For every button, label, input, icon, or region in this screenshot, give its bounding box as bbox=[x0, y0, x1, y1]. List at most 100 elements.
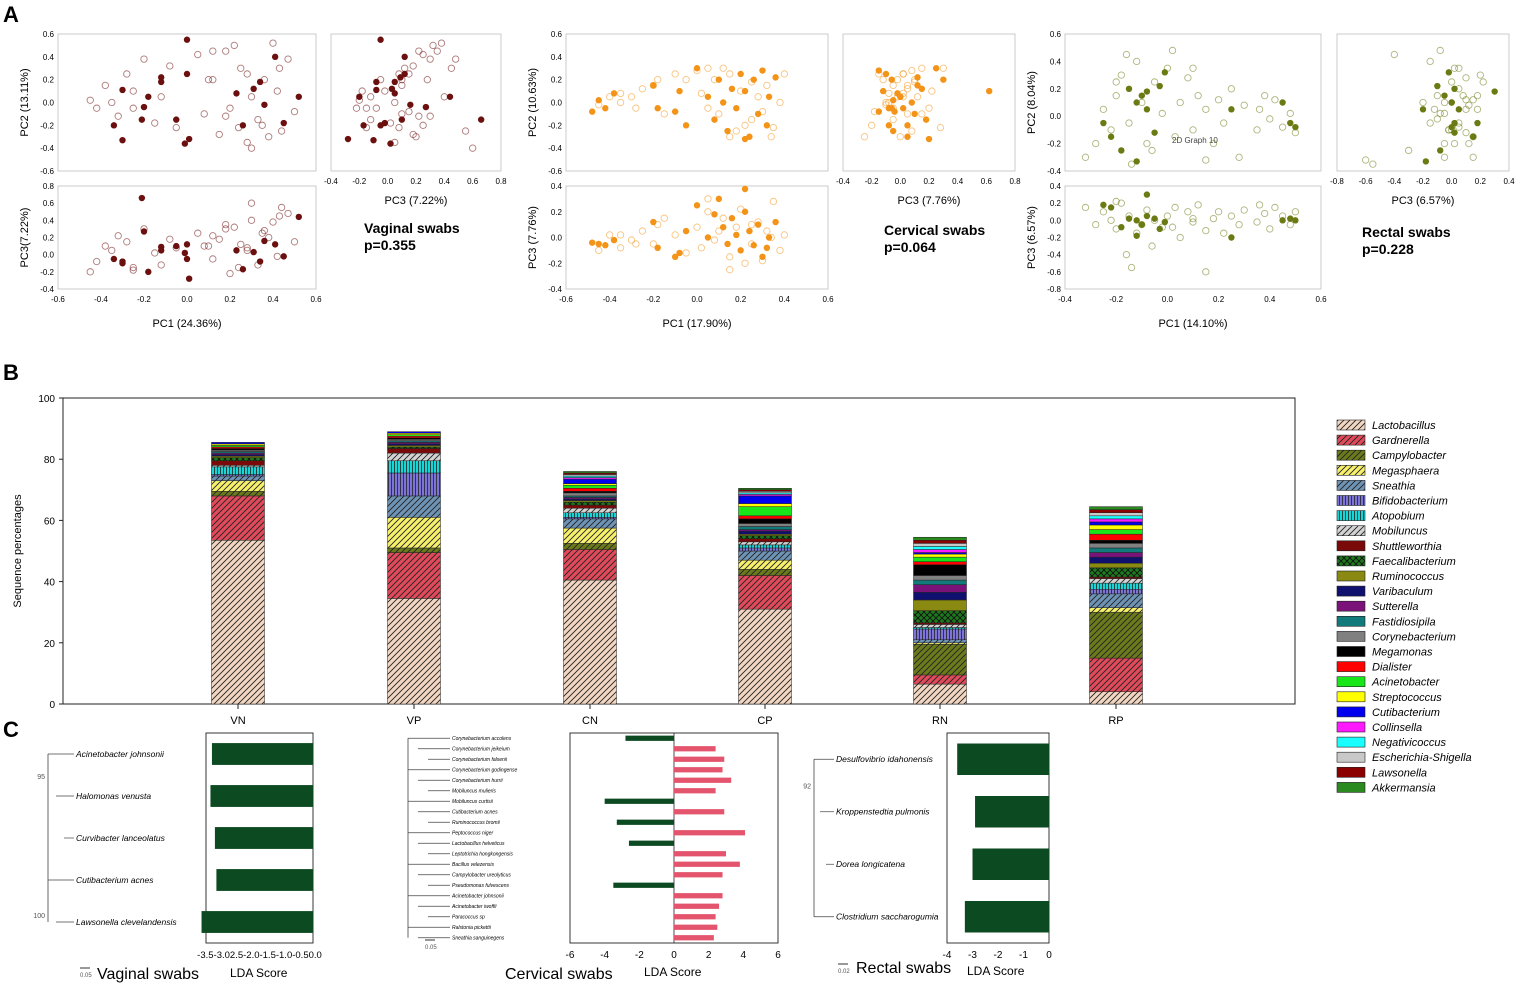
point-filled bbox=[119, 136, 126, 144]
bar-segment bbox=[1089, 657, 1143, 693]
point-hollow bbox=[114, 232, 122, 240]
point-hollow bbox=[1112, 92, 1120, 100]
legend-swatch bbox=[1336, 766, 1366, 778]
legend-swatch bbox=[1336, 600, 1366, 612]
point-hollow bbox=[780, 70, 788, 78]
bar-segment bbox=[1089, 691, 1143, 705]
point-hollow bbox=[1081, 153, 1090, 161]
point-hollow bbox=[391, 98, 399, 107]
point-filled bbox=[256, 258, 264, 265]
bar-segment bbox=[387, 431, 441, 434]
bar-segment bbox=[738, 535, 792, 540]
y-tick-label: 0.2 bbox=[1050, 85, 1062, 94]
lda-bar bbox=[674, 903, 720, 909]
point-filled bbox=[422, 103, 430, 111]
legend-swatch bbox=[1336, 615, 1366, 627]
point-filled bbox=[280, 119, 287, 127]
point-hollow bbox=[1127, 263, 1136, 272]
point-hollow bbox=[108, 98, 116, 107]
point-filled bbox=[1419, 106, 1427, 113]
point-hollow bbox=[1158, 109, 1166, 118]
point-hollow bbox=[1455, 64, 1463, 72]
point-hollow bbox=[882, 98, 890, 107]
point-hollow bbox=[1473, 92, 1482, 100]
point-filled bbox=[373, 78, 380, 86]
y-tick-label: 0.2 bbox=[551, 76, 563, 85]
point-hollow bbox=[1122, 251, 1131, 259]
plot-frame bbox=[62, 397, 1296, 705]
taxon-label: Mobiluncus mulieris bbox=[452, 788, 496, 794]
point-filled bbox=[720, 99, 727, 106]
lda-bar bbox=[975, 796, 1049, 828]
y-tick-label: -0.4 bbox=[40, 285, 54, 294]
point-filled bbox=[711, 211, 718, 218]
point-filled bbox=[1448, 123, 1455, 131]
point-hollow bbox=[1433, 92, 1441, 100]
point-filled bbox=[763, 122, 771, 129]
bar-segment bbox=[738, 547, 792, 552]
point-filled bbox=[765, 234, 773, 241]
legend-label: Corynebacterium bbox=[1372, 631, 1456, 643]
legend-label: Varibaculum bbox=[1372, 586, 1433, 598]
lda-bar bbox=[201, 911, 313, 933]
x-tick-label: 0.4 bbox=[439, 177, 451, 186]
y-tick-label: -0.6 bbox=[1047, 268, 1061, 277]
point-hollow bbox=[741, 121, 749, 129]
point-hollow bbox=[769, 123, 778, 132]
point-filled bbox=[138, 194, 146, 202]
point-hollow bbox=[426, 112, 434, 120]
taxon-label: Pseudomonas fulvescens bbox=[452, 883, 509, 889]
y-tick-label: 0.0 bbox=[1050, 216, 1062, 225]
point-hollow bbox=[1189, 218, 1197, 226]
point-hollow bbox=[1462, 128, 1470, 137]
point-filled bbox=[1107, 204, 1115, 211]
point-hollow bbox=[93, 104, 101, 112]
y-tick-label: -0.4 bbox=[548, 285, 562, 294]
point-hollow bbox=[200, 242, 208, 250]
bar-segment bbox=[913, 546, 967, 550]
point-hollow bbox=[367, 93, 375, 101]
legend-swatch bbox=[1336, 480, 1366, 491]
plot-frame bbox=[1064, 185, 1322, 290]
point-hollow bbox=[697, 244, 706, 252]
point-filled bbox=[271, 241, 279, 248]
point-hollow bbox=[226, 269, 234, 278]
point-filled bbox=[1292, 123, 1299, 131]
bar-segment bbox=[913, 579, 967, 585]
x-tick-label: 0 bbox=[1046, 950, 1052, 961]
x-tick-label: CP bbox=[757, 715, 772, 727]
point-filled bbox=[145, 268, 152, 276]
point-hollow bbox=[247, 144, 256, 152]
point-filled bbox=[388, 85, 396, 93]
x-tick-label: 0.6 bbox=[467, 177, 479, 186]
taxon-label: Acinetobacter iwoffii bbox=[451, 904, 497, 910]
bar-segment bbox=[913, 556, 967, 562]
plot-frame bbox=[330, 33, 502, 172]
bar-segment bbox=[563, 527, 617, 544]
y-tick-label: 0.6 bbox=[43, 199, 55, 208]
bar-segment bbox=[913, 599, 967, 611]
bar-segment bbox=[738, 523, 792, 527]
point-hollow bbox=[433, 47, 441, 55]
point-filled bbox=[377, 36, 384, 43]
taxon-label: Acinetobacter johnsonii bbox=[75, 749, 165, 759]
point-hollow bbox=[1419, 98, 1427, 107]
point-filled bbox=[280, 253, 287, 260]
point-hollow bbox=[1436, 109, 1444, 118]
point-filled bbox=[914, 74, 921, 81]
legend-label: Atopobium bbox=[1371, 511, 1425, 523]
point-filled bbox=[446, 93, 454, 100]
x-tick-label: -0.2 bbox=[646, 295, 660, 304]
point-hollow bbox=[1235, 153, 1243, 161]
y-tick-label: 0.6 bbox=[551, 30, 563, 39]
point-filled bbox=[181, 249, 189, 257]
point-hollow bbox=[616, 89, 625, 98]
point-filled bbox=[250, 85, 257, 93]
x-tick-label: 0.4 bbox=[1264, 295, 1276, 304]
point-hollow bbox=[660, 110, 668, 118]
y-tick-label: 0.2 bbox=[551, 208, 563, 217]
point-hollow bbox=[632, 104, 640, 112]
point-hollow bbox=[265, 233, 273, 242]
bar-segment bbox=[913, 564, 967, 576]
point-hollow bbox=[1107, 216, 1115, 224]
